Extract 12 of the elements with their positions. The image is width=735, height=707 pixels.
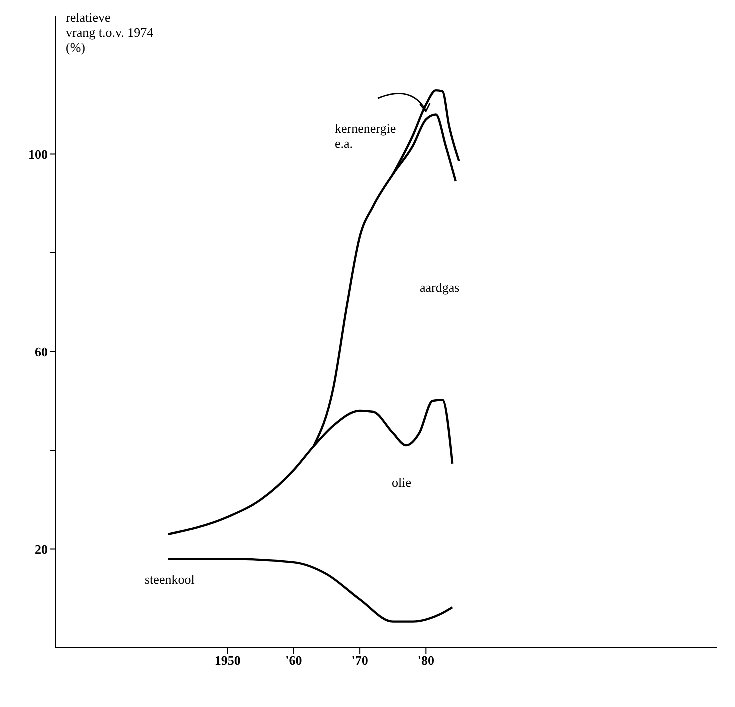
x-tick-label: 1950 xyxy=(214,653,241,668)
y-axis-title: relatieve vrang t.o.v. 1974 (%) xyxy=(66,10,154,55)
annotation: aardgas xyxy=(420,280,460,295)
annotation: kernenergie e.a. xyxy=(335,121,396,151)
y-tick-label: 20 xyxy=(35,542,48,557)
y-tick-label: 100 xyxy=(28,146,48,162)
annotation: steenkool xyxy=(145,572,195,587)
x-tick-label: '80 xyxy=(418,653,434,668)
y-tick-label: 60 xyxy=(35,344,48,360)
x-tick-label: '70 xyxy=(352,653,368,668)
x-tick-label: '60 xyxy=(286,653,302,668)
annotation: olie xyxy=(392,475,412,490)
